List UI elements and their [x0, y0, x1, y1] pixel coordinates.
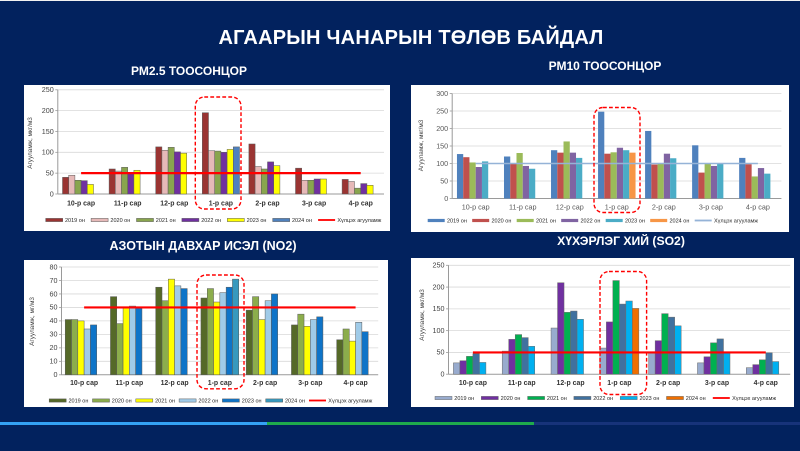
svg-text:3-р сар: 3-р сар: [298, 380, 322, 387]
svg-text:Хүлцэх агууламж: Хүлцэх агууламж: [714, 218, 758, 224]
svg-text:50: 50: [50, 302, 58, 311]
svg-text:2-р сар: 2-р сар: [253, 380, 277, 387]
svg-text:11-р сар: 11-р сар: [508, 380, 536, 387]
svg-text:2022 он: 2022 он: [201, 218, 221, 224]
svg-text:11-р сар: 11-р сар: [114, 201, 142, 208]
svg-text:250: 250: [436, 106, 448, 115]
svg-text:11-р сар: 11-р сар: [509, 202, 536, 211]
svg-text:2022 он: 2022 он: [198, 398, 218, 404]
svg-text:2023 он: 2023 он: [625, 218, 645, 224]
svg-text:4-р сар: 4-р сар: [349, 201, 373, 208]
svg-text:20: 20: [50, 343, 58, 352]
svg-text:2024 он: 2024 он: [292, 218, 312, 224]
svg-text:30: 30: [50, 329, 58, 338]
svg-text:2022 он: 2022 он: [593, 396, 613, 402]
svg-text:40: 40: [50, 316, 58, 325]
svg-text:2019 он: 2019 он: [69, 398, 89, 404]
svg-text:2-р сар: 2-р сар: [656, 380, 680, 387]
svg-text:1-р сар: 1-р сар: [607, 380, 631, 387]
svg-text:2024 он: 2024 он: [285, 398, 305, 404]
svg-text:12-р сар: 12-р сар: [160, 201, 188, 208]
svg-text:11-р сар: 11-р сар: [116, 380, 144, 387]
svg-text:2021 он: 2021 он: [547, 396, 567, 402]
svg-text:Агууламж, мкг/м3: Агууламж, мкг/м3: [419, 289, 426, 341]
svg-text:50: 50: [437, 348, 445, 357]
svg-text:2020 он: 2020 он: [501, 396, 521, 402]
svg-text:10-р сар: 10-р сар: [67, 201, 95, 208]
svg-text:12-р сар: 12-р сар: [161, 380, 189, 387]
svg-text:250: 250: [433, 261, 445, 270]
svg-text:10-р сар: 10-р сар: [70, 380, 98, 387]
svg-text:3-р сар: 3-р сар: [699, 202, 723, 211]
svg-text:150: 150: [433, 304, 445, 313]
svg-text:80: 80: [50, 262, 58, 271]
svg-text:1-р сар: 1-р сар: [208, 380, 232, 387]
svg-text:Агууламж, мкг/м3: Агууламж, мкг/м3: [27, 117, 34, 169]
svg-text:2023 он: 2023 он: [242, 398, 262, 404]
svg-text:2019 он: 2019 он: [65, 218, 85, 224]
svg-text:150: 150: [42, 127, 54, 136]
svg-text:200: 200: [433, 282, 445, 291]
svg-text:3-р сар: 3-р сар: [302, 201, 326, 208]
svg-text:100: 100: [42, 148, 54, 157]
svg-text:2024 он: 2024 он: [670, 218, 690, 224]
svg-text:2-р сар: 2-р сар: [652, 202, 676, 211]
svg-text:60: 60: [50, 289, 58, 298]
svg-text:Хүлцэх агууламж: Хүлцэх агууламж: [732, 396, 776, 402]
svg-text:100: 100: [436, 158, 448, 167]
svg-text:4-р сар: 4-р сар: [754, 380, 778, 387]
svg-text:4-р сар: 4-р сар: [343, 380, 367, 387]
svg-text:2023 он: 2023 он: [640, 396, 660, 402]
svg-text:2019 он: 2019 он: [454, 396, 474, 402]
svg-text:10-р сар: 10-р сар: [462, 202, 490, 211]
svg-text:Агууламж, мг/м3: Агууламж, мг/м3: [29, 296, 36, 345]
svg-text:300: 300: [436, 88, 448, 97]
svg-text:3-р сар: 3-р сар: [705, 380, 729, 387]
svg-text:2020 он: 2020 он: [110, 218, 130, 224]
svg-text:70: 70: [50, 275, 58, 284]
svg-text:2020 он: 2020 он: [112, 398, 132, 404]
svg-text:10: 10: [50, 356, 58, 365]
svg-text:12-р сар: 12-р сар: [557, 380, 585, 387]
svg-text:0: 0: [444, 193, 448, 202]
svg-text:2-р сар: 2-р сар: [255, 201, 279, 208]
svg-text:200: 200: [436, 123, 448, 132]
svg-text:2019 он: 2019 он: [447, 218, 467, 224]
svg-text:50: 50: [440, 176, 448, 185]
svg-text:50: 50: [46, 168, 54, 177]
svg-text:150: 150: [436, 141, 448, 150]
svg-text:4-р сар: 4-р сар: [746, 202, 770, 211]
svg-text:1-р сар: 1-р сар: [209, 201, 233, 208]
svg-text:0: 0: [441, 370, 445, 379]
svg-text:1-р сар: 1-р сар: [605, 202, 629, 211]
svg-text:0: 0: [54, 370, 58, 379]
svg-text:Хүлцэх агууламж: Хүлцэх агууламж: [337, 218, 381, 224]
svg-text:2021 он: 2021 он: [156, 218, 176, 224]
svg-text:Хүлцэх агууламж: Хүлцэх агууламж: [328, 398, 372, 404]
svg-text:100: 100: [433, 326, 445, 335]
svg-text:Агууламж, мкг/м3: Агууламж, мкг/м3: [418, 119, 425, 171]
svg-text:200: 200: [42, 106, 54, 115]
svg-text:12-р сар: 12-р сар: [556, 202, 584, 211]
svg-text:0: 0: [50, 189, 54, 198]
svg-text:2021 он: 2021 он: [536, 218, 556, 224]
svg-text:2023 он: 2023 он: [247, 218, 267, 224]
svg-text:2024 он: 2024 он: [686, 396, 706, 402]
svg-text:10-р сар: 10-р сар: [459, 380, 487, 387]
svg-text:2021 он: 2021 он: [155, 398, 175, 404]
svg-text:2020 он: 2020 он: [492, 218, 512, 224]
svg-text:2022 он: 2022 он: [581, 218, 601, 224]
svg-text:250: 250: [42, 85, 54, 94]
